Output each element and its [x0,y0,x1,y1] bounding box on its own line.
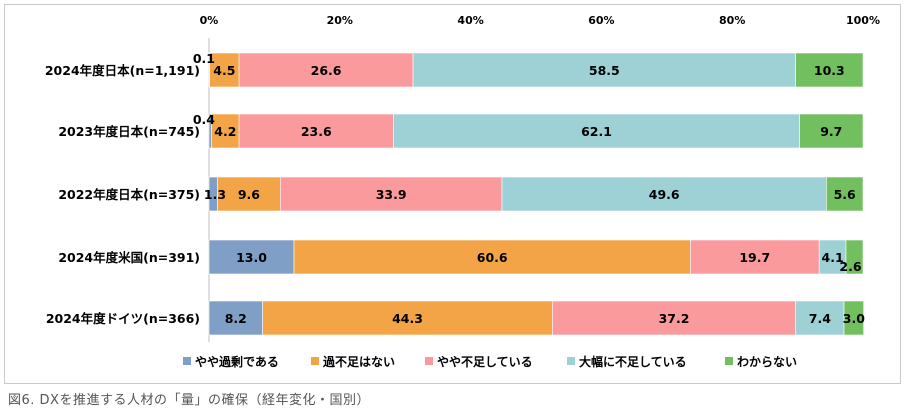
data-label: 60.6 [477,250,508,265]
bar-segment [799,113,864,149]
data-label: 4.2 [214,124,236,139]
bar-segment [217,176,281,212]
data-label: 9.7 [820,124,842,139]
bar-segment [393,113,800,149]
category-label: 2024年度ドイツ(n=366) [46,311,200,326]
legend-swatch [725,357,733,365]
bar-segment [293,239,691,275]
x-tick-label: 20% [327,14,353,27]
data-label: 2.6 [839,259,861,274]
data-label: 4.5 [213,63,235,78]
bar-segment [818,239,847,275]
bar-segment [843,300,864,336]
bar-segment [279,176,503,212]
data-label: 3.0 [843,311,865,326]
data-label: 62.1 [581,124,612,139]
stacked-bar-chart: 0% 20% 40% 60% 80% 100% 2024年度日本(n=1,191) 2023年… [45,14,880,369]
bar-segment [552,300,796,336]
data-label: 7.4 [809,311,831,326]
data-label: 8.2 [225,311,247,326]
data-label: 23.6 [301,124,332,139]
bar-segment [795,300,845,336]
chart-frame [4,4,901,384]
bar-segment [211,113,240,149]
bar-segment [795,52,864,88]
bar-segment [845,239,864,275]
data-label: 49.6 [649,187,680,202]
legend-swatch [425,357,433,365]
legend-label: 大幅に不足している [579,354,687,369]
legend-label: わからない [737,355,797,369]
legend-swatch [183,357,191,365]
x-tick-label: 100% [846,14,880,27]
data-label: 13.0 [236,250,267,265]
bar-segment [238,52,414,88]
legend-swatch [567,357,575,365]
bar-segment [208,300,263,336]
x-tick-label: 60% [588,14,614,27]
data-label: 10.3 [814,63,845,78]
data-label: 19.7 [739,250,770,265]
legend-swatch [311,357,319,365]
bar-segment [238,113,394,149]
data-label: 37.2 [659,311,690,326]
x-tick-label: 0% [200,14,219,27]
data-label: 0.1 [193,51,215,66]
legend-label: 過不足はない [322,354,395,369]
data-label: 44.3 [392,311,423,326]
data-label: 5.6 [834,187,856,202]
category-label: 2024年度米国(n=391) [58,250,200,265]
category-label: 2022年度日本(n=375) [58,187,200,202]
data-label: 0.4 [193,112,215,127]
bar-segment [501,176,827,212]
bar-segment [690,239,820,275]
data-label: 1.3 [204,187,226,202]
data-label: 58.5 [589,63,620,78]
data-label: 33.9 [376,187,407,202]
x-tick-label: 40% [457,14,483,27]
legend-label: やや不足している [437,355,533,369]
bar-segment [412,52,796,88]
data-label: 4.1 [822,250,844,265]
data-label: 9.6 [238,187,260,202]
data-label: 26.6 [311,63,342,78]
category-label: 2024年度日本(n=1,191) [45,63,200,78]
figure-caption: 図6. DXを推進する人材の「量」の確保（経年変化・国別） [8,393,370,408]
bar-segment [208,239,295,275]
x-tick-label: 80% [719,14,745,27]
bar-segment [826,176,864,212]
category-label: 2023年度日本(n=745) [58,124,200,139]
bar-segment [209,52,240,88]
legend-label: やや過剰である [195,354,279,369]
